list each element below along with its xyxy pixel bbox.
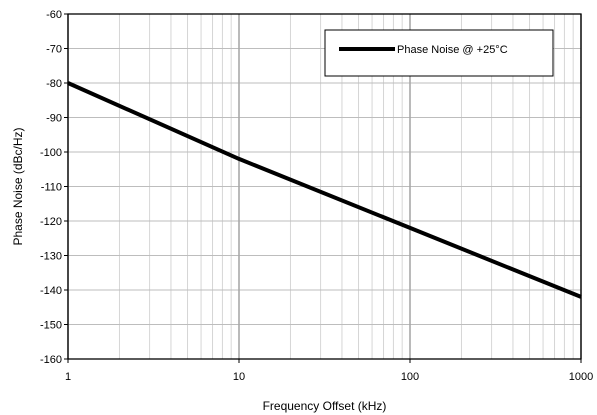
y-tick-label: -70 (46, 44, 62, 56)
y-tick-label: -60 (46, 9, 62, 21)
y-tick-label: -120 (40, 216, 62, 228)
y-tick-label: -110 (41, 182, 62, 194)
y-tick-label: -130 (40, 251, 62, 263)
y-tick-label: -100 (40, 147, 62, 159)
x-tick-label: 1000 (569, 371, 593, 383)
x-tick-label: 1 (65, 371, 71, 383)
y-tick-label: -80 (46, 78, 62, 90)
x-axis-title: Frequency Offset (kHz) (263, 399, 387, 413)
legend-box (324, 29, 554, 77)
y-tick-label: -150 (40, 320, 62, 332)
x-axis-ticks: 1 10 100 1000 (65, 359, 593, 383)
series-layer (67, 81, 582, 299)
series-line (67, 81, 582, 299)
y-tick-label: -90 (46, 113, 62, 125)
x-tick-label: 100 (401, 371, 419, 383)
y-axis-title: Phase Noise (dBc/Hz) (11, 127, 25, 245)
legend-label: Phase Noise @ +25°C (397, 44, 508, 56)
legend: Phase Noise @ +25°C (324, 29, 554, 77)
y-axis-ticks: -60 -70 -80 -90 -100 -110 -120 -130 -140 -150 -160 (40, 9, 68, 366)
x-tick-label: 10 (233, 371, 245, 383)
y-tick-label: -140 (40, 285, 62, 297)
y-tick-label: -160 (40, 354, 62, 366)
